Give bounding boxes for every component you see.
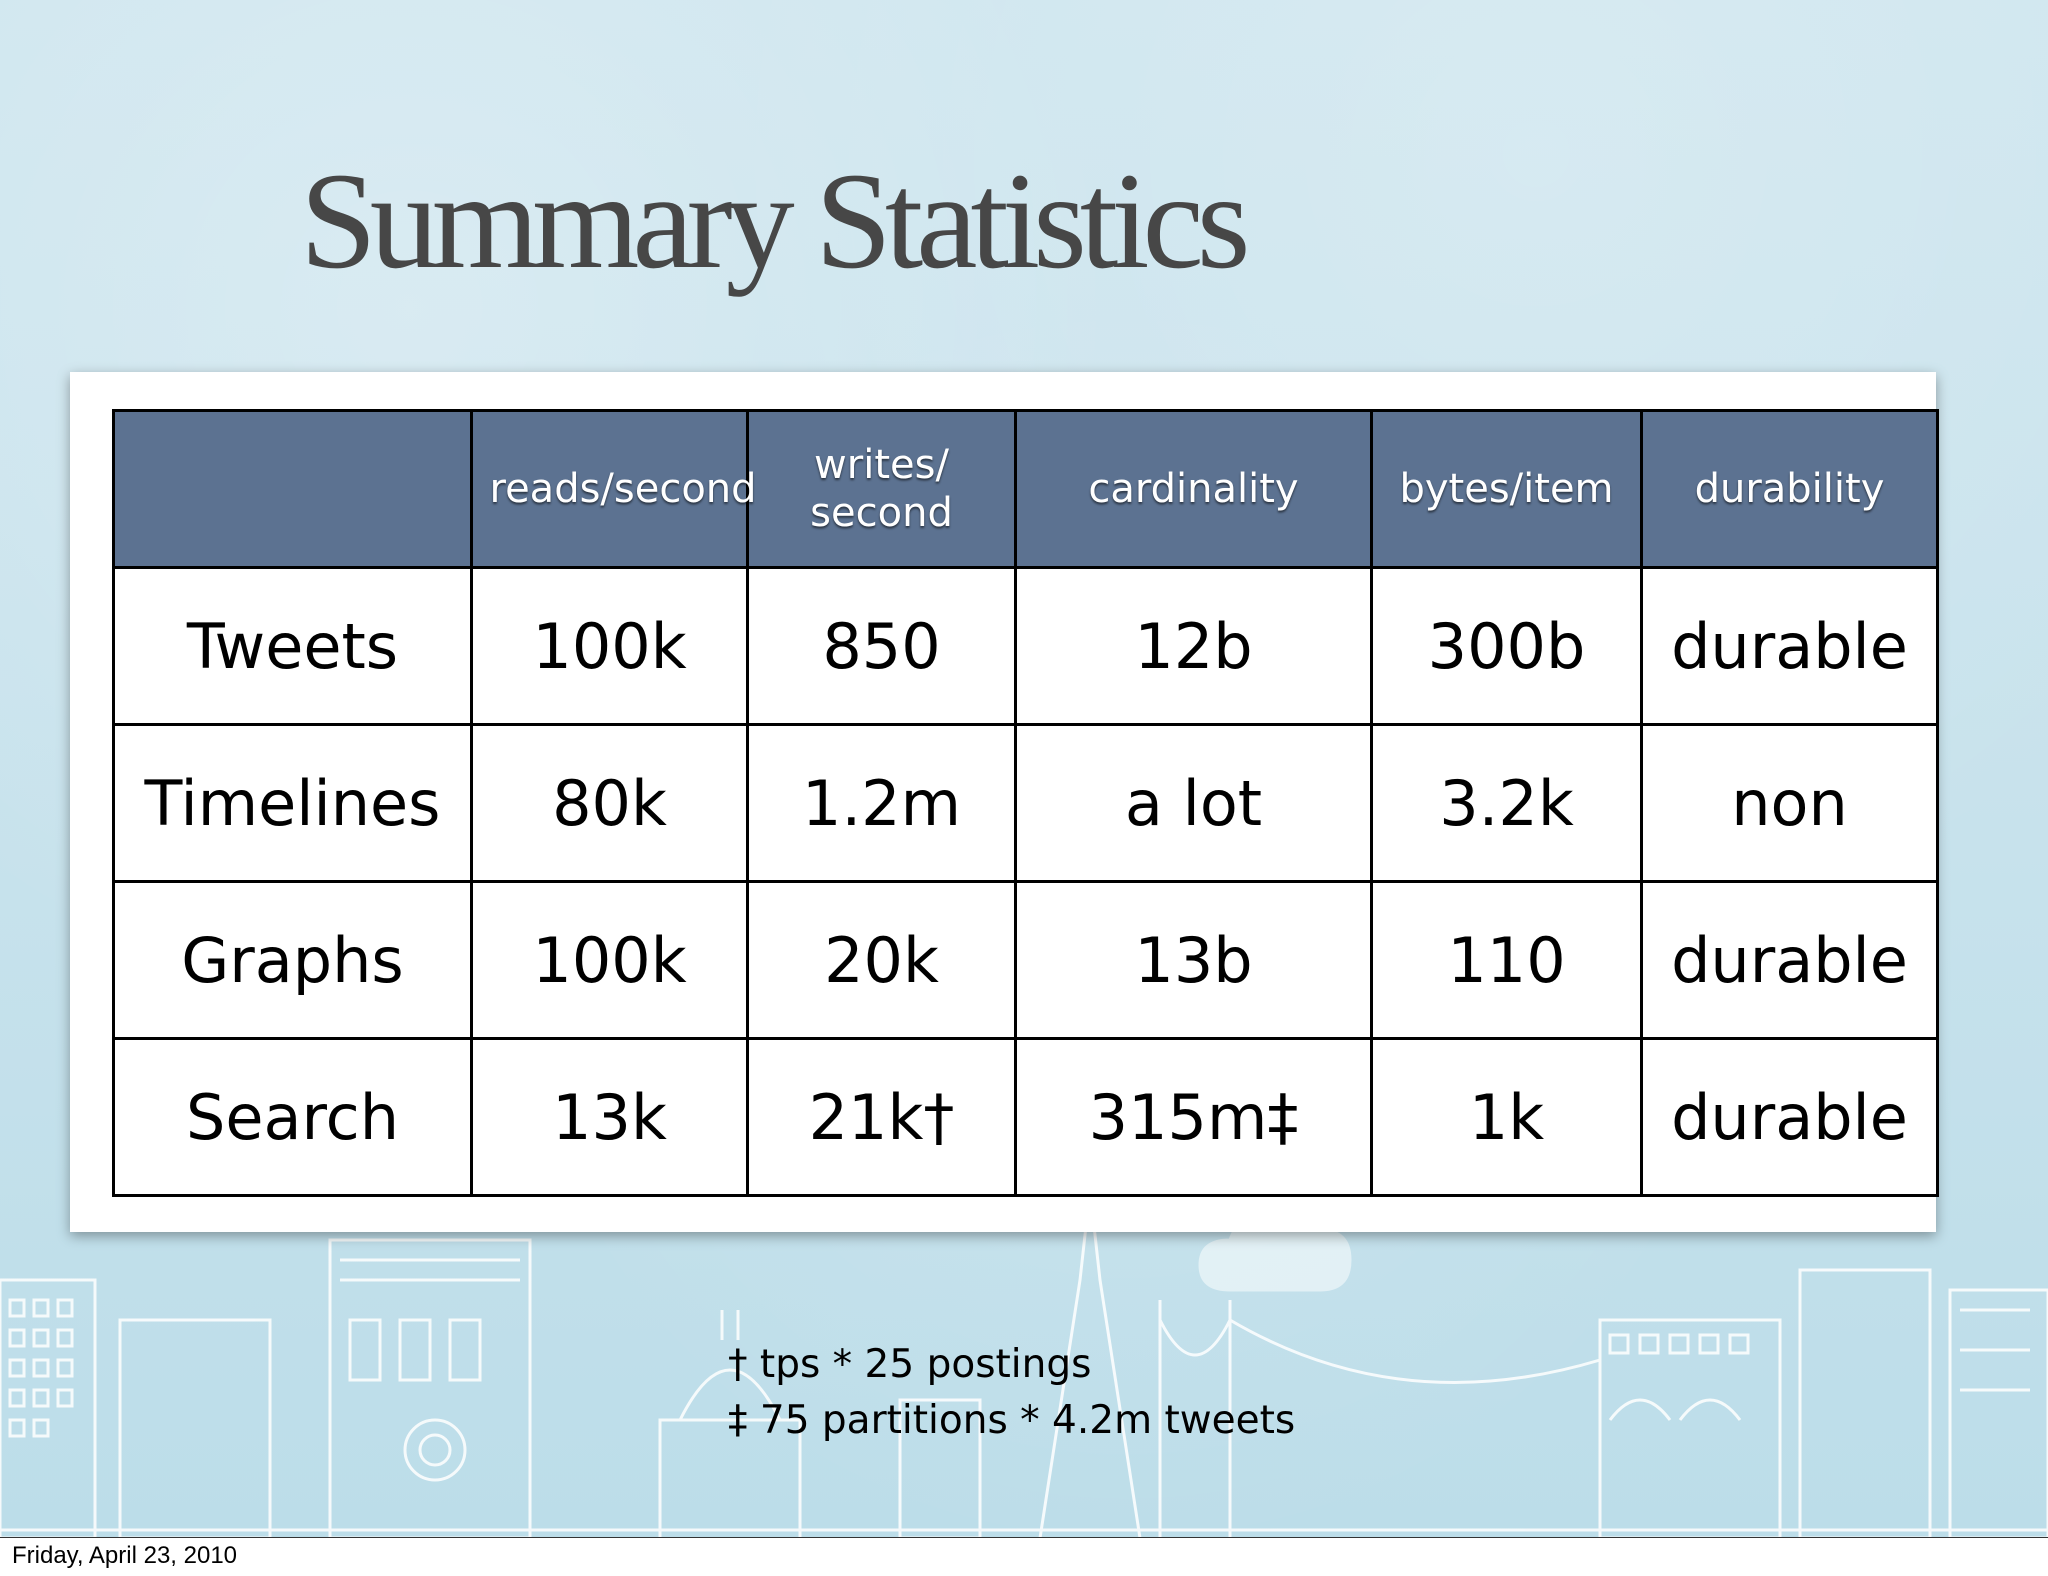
cardinality-cell: 12b [1014,566,1373,726]
table-row: Search 13k 21k† 315m‡ 1k durable [112,1037,1939,1197]
summary-statistics-table: reads/second writes/ second cardinality … [112,409,1939,1197]
footnote-double-dagger: ‡ 75 partitions * 4.2m tweets [728,1398,1296,1443]
footer-date: Friday, April 23, 2010 [12,1542,238,1569]
table-row: Tweets 100k 850 12b 300b durable [112,566,1939,726]
bytes-item-cell: 3.2k [1370,723,1643,883]
reads-second-cell: 80k [470,723,749,883]
reads-second-cell: 100k [470,880,749,1040]
cardinality-cell: 13b [1014,880,1373,1040]
writes-second-cell: 850 [746,566,1017,726]
footnote-dagger: † tps * 25 postings [728,1342,1092,1387]
row-label-cell: Graphs [112,880,473,1040]
bytes-item-cell: 300b [1370,566,1643,726]
footnotes: † tps * 25 postings ‡ 75 partitions * 4.… [728,1337,1295,1449]
cardinality-cell: 315m‡ [1014,1037,1373,1197]
table-row: Timelines 80k 1.2m a lot 3.2k non [112,723,1939,883]
durability-cell: durable [1640,1037,1939,1197]
slide: Summary Statistics reads/second writes/ … [0,0,2048,1538]
table-row: Graphs 100k 20k 13b 110 durable [112,880,1939,1040]
header-cell-writes-second: writes/ second [746,409,1017,569]
slide-title: Summary Statistics [300,144,1250,297]
durability-cell: non [1640,723,1939,883]
header-cell-empty [112,409,473,569]
row-label-cell: Search [112,1037,473,1197]
header-cell-cardinality: cardinality [1014,409,1373,569]
reads-second-cell: 13k [470,1037,749,1197]
durability-cell: durable [1640,880,1939,1040]
writes-second-cell: 20k [746,880,1017,1040]
writes-second-cell: 21k† [746,1037,1017,1197]
reads-second-cell: 100k [470,566,749,726]
bytes-item-cell: 1k [1370,1037,1643,1197]
cardinality-cell: a lot [1014,723,1373,883]
header-cell-durability: durability [1640,409,1939,569]
table-header-row: reads/second writes/ second cardinality … [112,409,1939,569]
row-label-cell: Timelines [112,723,473,883]
header-cell-reads-second: reads/second [470,409,757,569]
bytes-item-cell: 110 [1370,880,1643,1040]
header-cell-bytes-item: bytes/item [1370,409,1643,569]
footer-divider [0,1537,2048,1538]
durability-cell: durable [1640,566,1939,726]
row-label-cell: Tweets [112,566,473,726]
writes-second-cell: 1.2m [746,723,1017,883]
